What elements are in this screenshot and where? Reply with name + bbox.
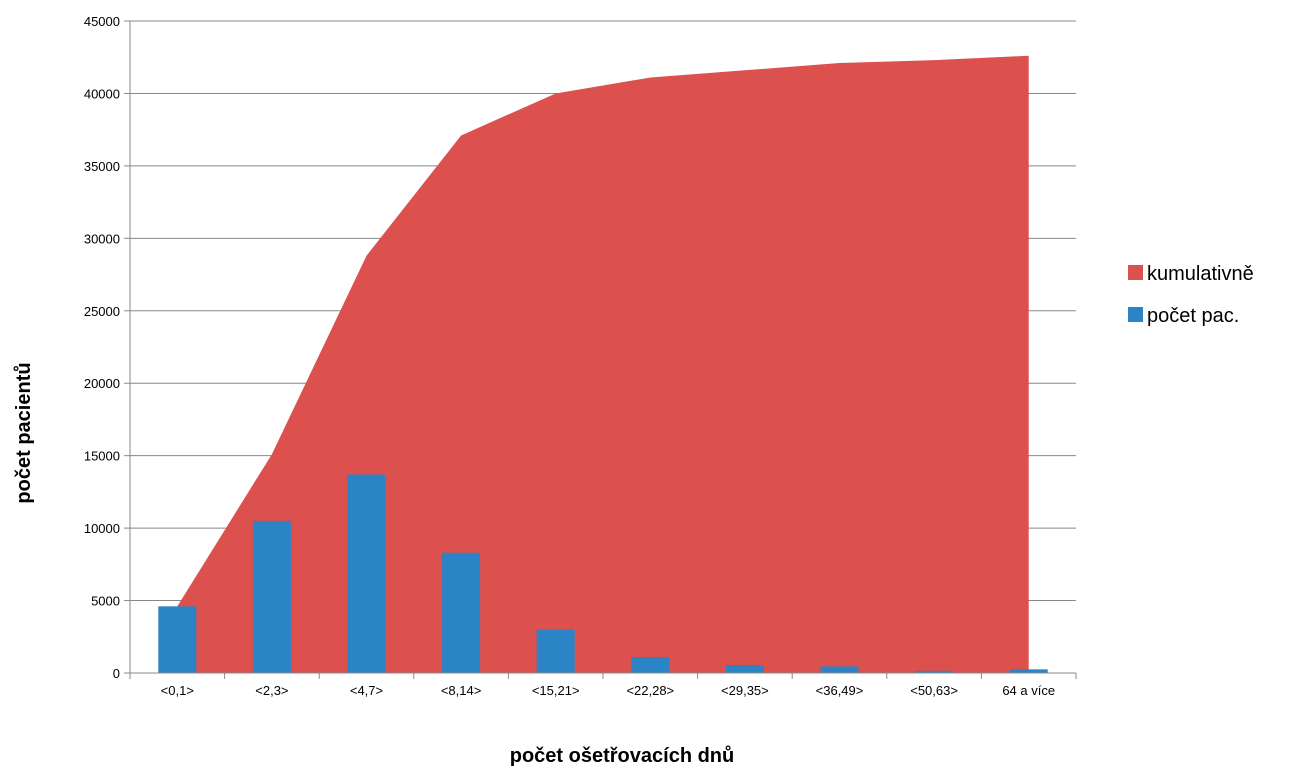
y-tick-label-35000: 35000 — [84, 159, 120, 174]
bar-8-14 — [442, 552, 481, 673]
y-tick-label-40000: 40000 — [84, 86, 120, 101]
x-tick-label-15-21: <15,21> — [532, 683, 580, 698]
bar-15-21 — [536, 629, 575, 673]
legend: kumulativně počet pac. — [1128, 263, 1254, 327]
bar-29-35 — [725, 665, 764, 673]
x-tick-label-29-35: <29,35> — [721, 683, 769, 698]
x-tick-label-2-3: <2,3> — [255, 683, 288, 698]
bar-64-a-vice — [1009, 669, 1048, 673]
x-tick-label-0-1: <0,1> — [161, 683, 194, 698]
y-tick-label-10000: 10000 — [84, 521, 120, 536]
y-tick-label-5000: 5000 — [91, 594, 120, 609]
bar-layer — [158, 474, 1048, 673]
y-tick-label-25000: 25000 — [84, 304, 120, 319]
x-tick-label-22-28: <22,28> — [626, 683, 674, 698]
x-tick-label-64-a-vice: 64 a více — [1002, 683, 1055, 698]
area-kumulativne — [177, 55, 1029, 674]
cumulative-area-layer — [177, 55, 1029, 674]
legend-swatch-pocet-pac — [1128, 307, 1143, 322]
y-tick-label-45000: 45000 — [84, 14, 120, 29]
x-tick-label-8-14: <8,14> — [441, 683, 482, 698]
y-tick-label-15000: 15000 — [84, 449, 120, 464]
bar-50-63 — [915, 670, 954, 673]
x-tick-label-4-7: <4,7> — [350, 683, 383, 698]
x-axis-title: počet ošetřovacích dnů — [510, 745, 735, 767]
bar-2-3 — [252, 520, 291, 673]
legend-swatch-kumulativne — [1128, 265, 1143, 280]
bar-0-1 — [158, 606, 197, 673]
x-tick-label-36-49: <36,49> — [816, 683, 864, 698]
x-tick-label-50-63: <50,63> — [910, 683, 958, 698]
y-axis-title: počet pacientů — [13, 362, 35, 503]
bar-36-49 — [820, 666, 859, 673]
axes — [129, 21, 1077, 679]
legend-label-kumulativne: kumulativně — [1147, 263, 1254, 285]
y-tick-label-30000: 30000 — [84, 231, 120, 246]
x-tick-labels: <0,1> <2,3> <4,7> <8,14> <15,21> <22,28> <29,3… — [161, 683, 1055, 698]
legend-label-pocet-pac: počet pac. — [1147, 305, 1239, 327]
bar-4-7 — [347, 474, 386, 673]
y-tick-labels: 0 5000 10000 15000 20000 25000 30000 35000 40000… — [84, 14, 120, 681]
y-tick-label-0: 0 — [113, 666, 120, 681]
y-tick-label-20000: 20000 — [84, 376, 120, 391]
bar-22-28 — [631, 657, 670, 673]
